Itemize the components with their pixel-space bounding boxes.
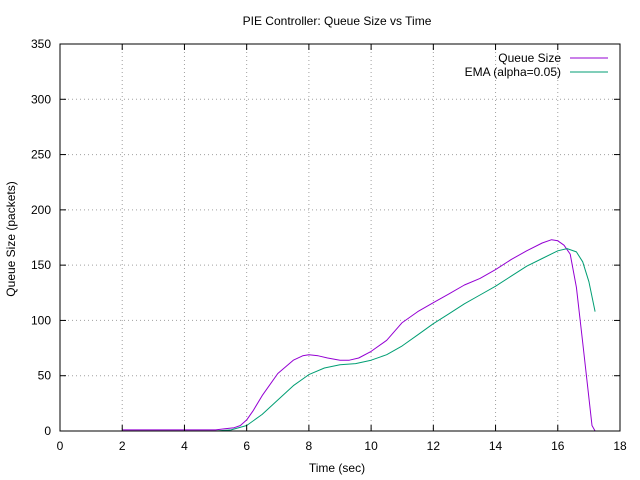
y-tick-label: 200 xyxy=(31,203,51,217)
x-tick-label: 2 xyxy=(119,439,126,453)
x-tick-label: 4 xyxy=(181,439,188,453)
y-tick-label: 300 xyxy=(31,92,51,106)
x-tick-label: 12 xyxy=(427,439,441,453)
y-tick-label: 0 xyxy=(44,424,51,438)
x-tick-label: 18 xyxy=(613,439,627,453)
series-lines xyxy=(122,239,596,432)
x-tick-label: 8 xyxy=(306,439,313,453)
y-tick-label: 100 xyxy=(31,313,51,327)
legend-label-0: Queue Size xyxy=(498,51,561,65)
series-line-1 xyxy=(122,248,596,432)
x-tick-label: 14 xyxy=(489,439,503,453)
y-tick-label: 250 xyxy=(31,148,51,162)
series-line-0 xyxy=(122,239,596,432)
x-tick-label: 0 xyxy=(57,439,64,453)
y-tick-label: 50 xyxy=(38,369,52,383)
plot-frame xyxy=(59,43,621,432)
y-tick-label: 150 xyxy=(31,258,51,272)
y-tick-label: 350 xyxy=(31,37,51,51)
x-tick-label: 16 xyxy=(551,439,565,453)
y-axis-label: Queue Size (packets) xyxy=(4,181,18,296)
grid xyxy=(60,44,620,431)
x-axis-label: Time (sec) xyxy=(309,461,365,475)
legend-label-1: EMA (alpha=0.05) xyxy=(465,65,561,79)
chart-title: PIE Controller: Queue Size vs Time xyxy=(243,14,432,28)
axis-ticks: 0 2 4 6 8 10 12 14 16 18 0 50 100 150 200 250 300 350 xyxy=(31,37,627,453)
x-tick-label: 6 xyxy=(243,439,250,453)
x-tick-label: 10 xyxy=(364,439,378,453)
